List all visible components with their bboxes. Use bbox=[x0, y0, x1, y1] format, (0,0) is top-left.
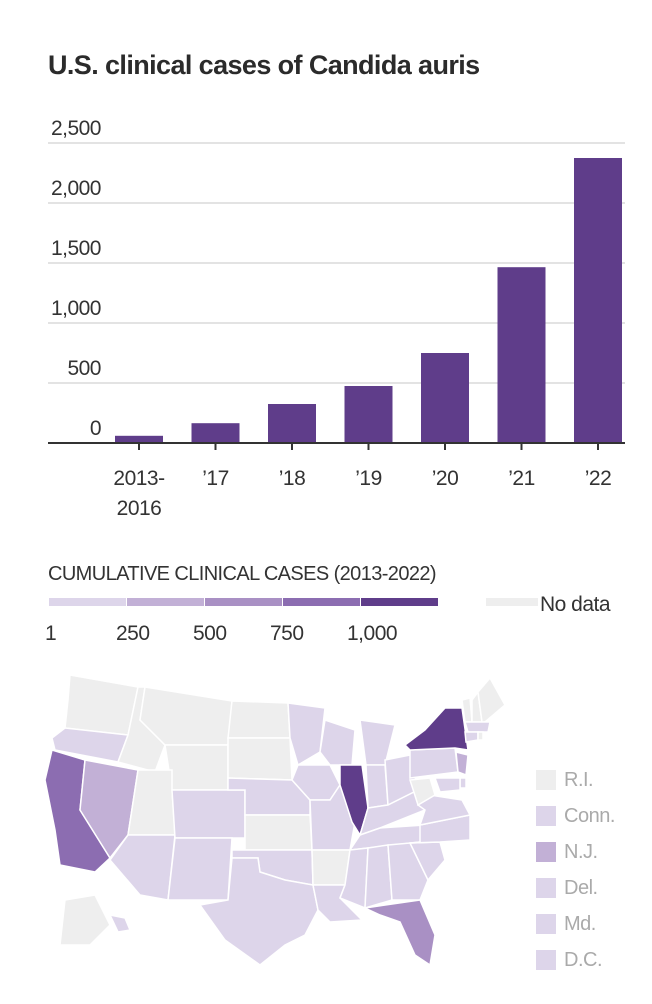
state-wv bbox=[409, 777, 436, 807]
legend-tick-label: 1,000 bbox=[347, 622, 397, 645]
state-fl bbox=[362, 899, 436, 967]
small-state-label: D.C. bbox=[564, 948, 603, 971]
state-ga bbox=[387, 842, 429, 901]
state-ct bbox=[464, 731, 479, 743]
bar bbox=[344, 386, 393, 443]
small-state-legend-item: R.I. bbox=[536, 762, 615, 798]
state-ny bbox=[403, 707, 469, 751]
small-state-legend-item: Conn. bbox=[536, 798, 615, 834]
legend-swatch bbox=[283, 598, 360, 606]
state-nj bbox=[455, 751, 469, 777]
y-tick-label: 1,000 bbox=[51, 297, 101, 320]
bar bbox=[497, 267, 546, 443]
bar-chart: 0 500 1,000 1,500 2,000 2,500 2013- 2016 ’17 ’18 ’… bbox=[48, 117, 625, 520]
bar bbox=[574, 158, 622, 443]
state-wy bbox=[164, 744, 229, 791]
small-states-legend: R.I. Conn. N.J. Del. Md. D.C. bbox=[536, 762, 615, 978]
small-state-swatch bbox=[536, 878, 556, 898]
bar bbox=[115, 435, 163, 443]
x-tick-label: ’22 bbox=[585, 467, 612, 490]
state-nm bbox=[167, 837, 233, 901]
small-state-legend-item: Md. bbox=[536, 906, 615, 942]
bar bbox=[268, 404, 316, 443]
state-nd bbox=[227, 700, 291, 739]
small-state-label: Md. bbox=[564, 912, 596, 935]
state-sd bbox=[227, 737, 293, 781]
y-tick-label: 500 bbox=[67, 357, 101, 380]
state-wi bbox=[319, 719, 356, 766]
no-data-swatch bbox=[486, 598, 538, 606]
state-co bbox=[171, 789, 246, 839]
legend-tick-label: 1 bbox=[45, 622, 56, 645]
small-state-legend-item: N.J. bbox=[536, 834, 615, 870]
legend-tick-label: 250 bbox=[116, 622, 150, 645]
legend-swatch bbox=[49, 598, 126, 606]
legend-swatch bbox=[127, 598, 204, 606]
state-az bbox=[109, 834, 176, 901]
state-wa bbox=[64, 674, 139, 736]
small-state-swatch bbox=[536, 914, 556, 934]
state-tx bbox=[198, 857, 319, 966]
state-ri bbox=[477, 731, 484, 741]
small-state-label: Del. bbox=[564, 876, 598, 899]
small-state-label: R.I. bbox=[564, 768, 594, 791]
state-pa bbox=[409, 747, 459, 779]
small-state-label: Conn. bbox=[564, 804, 615, 827]
legend-tick-label: 750 bbox=[270, 622, 304, 645]
state-mi bbox=[359, 719, 396, 766]
legend-swatch bbox=[205, 598, 282, 606]
y-tick-label: 2,000 bbox=[51, 177, 101, 200]
no-data-label: No data bbox=[540, 595, 611, 616]
y-tick-label: 0 bbox=[90, 417, 101, 440]
state-hi bbox=[108, 913, 132, 933]
state-mn bbox=[287, 702, 326, 767]
x-tick-label: 2013- bbox=[113, 467, 165, 490]
state-in bbox=[365, 764, 389, 809]
small-state-label: N.J. bbox=[564, 840, 598, 863]
map-legend-title: CUMULATIVE CLINICAL CASES (2013-2022) bbox=[48, 563, 437, 585]
chart-title: U.S. clinical cases of Candida auris bbox=[48, 50, 480, 80]
x-tick-label: ’19 bbox=[355, 467, 382, 490]
small-state-swatch bbox=[536, 950, 556, 970]
small-state-swatch bbox=[536, 806, 556, 826]
state-ak bbox=[59, 894, 111, 946]
state-ks bbox=[244, 814, 313, 851]
x-tick-label: ’18 bbox=[279, 467, 306, 490]
x-tick-label: ’20 bbox=[432, 467, 459, 490]
x-tick-label: 2016 bbox=[117, 497, 162, 520]
state-or bbox=[51, 727, 130, 763]
x-tick-label: ’17 bbox=[202, 467, 229, 490]
legend-swatch bbox=[361, 598, 438, 606]
state-ar bbox=[311, 849, 351, 886]
state-me bbox=[477, 676, 506, 723]
y-tick-label: 2,500 bbox=[51, 117, 101, 140]
small-state-legend-item: Del. bbox=[536, 870, 615, 906]
x-tick-label: ’21 bbox=[508, 467, 535, 490]
bar bbox=[421, 353, 469, 443]
small-state-swatch bbox=[536, 770, 556, 790]
small-state-swatch bbox=[536, 842, 556, 862]
state-de bbox=[459, 777, 467, 789]
state-md bbox=[433, 777, 461, 793]
us-choropleth-map bbox=[44, 674, 506, 967]
small-state-legend-item: D.C. bbox=[536, 942, 615, 978]
state-ma bbox=[463, 721, 491, 733]
legend-tick-label: 500 bbox=[193, 622, 227, 645]
color-scale-legend: 1 250 500 750 1,000 No data bbox=[45, 595, 611, 645]
bar bbox=[191, 423, 240, 443]
y-tick-label: 1,500 bbox=[51, 237, 101, 260]
